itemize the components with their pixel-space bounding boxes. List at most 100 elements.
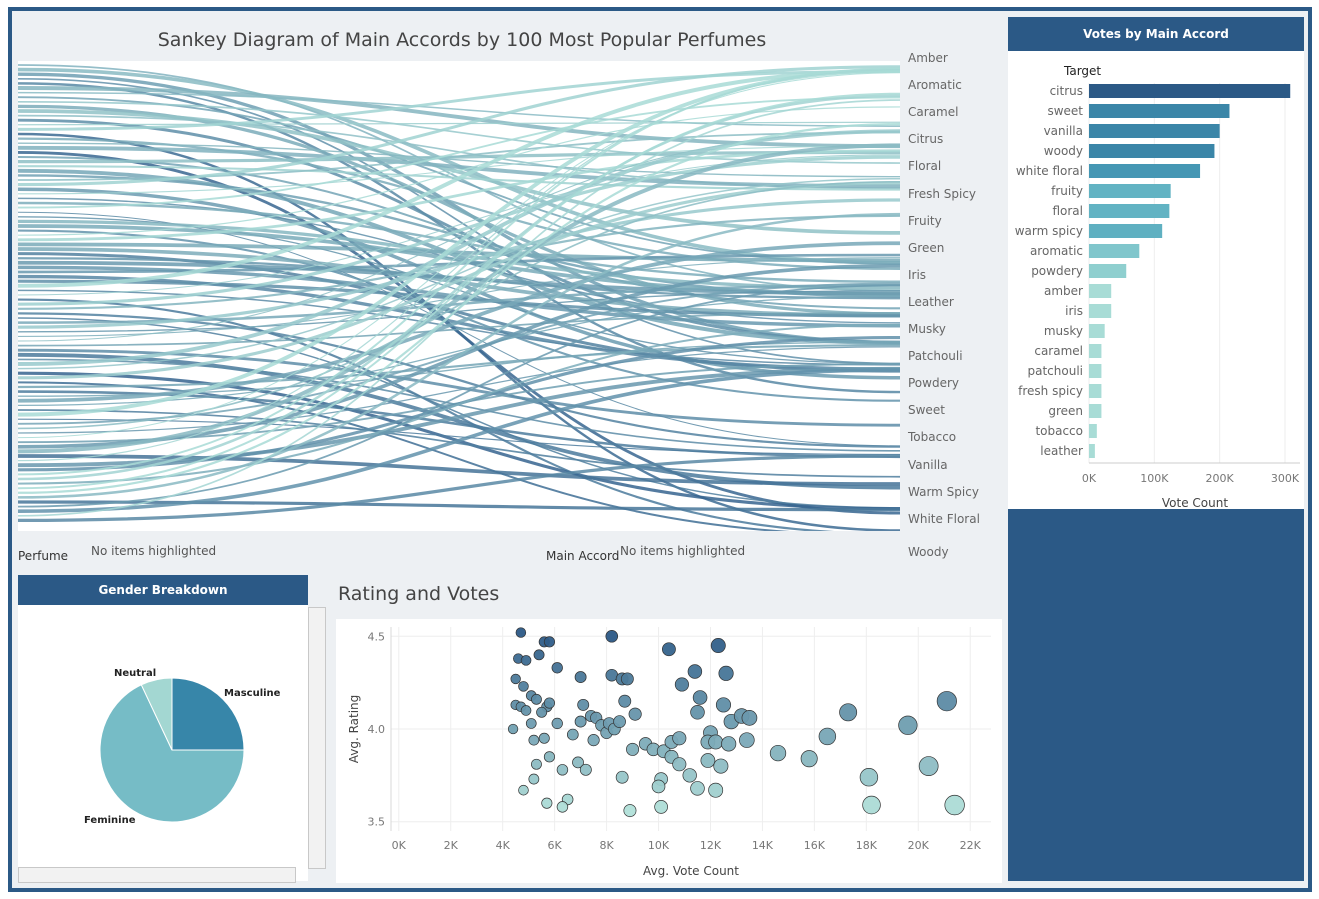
scatter-point [839,703,858,722]
votes-header: Votes by Main Accord [1008,17,1304,51]
votes-tick-label: 300K [1271,472,1300,485]
scatter-y-tick-label: 4.5 [368,630,386,643]
votes-category-label: citrus [1050,84,1083,98]
scatter-x-tick-label: 14K [752,839,774,852]
votes-bar-chart[interactable]: Target citrus sweet vanilla woody white flora… [1008,51,1304,510]
sankey-target-floral[interactable]: Floral [908,159,942,174]
sankey-link [17,241,901,403]
scatter-point [692,690,708,705]
votes-bar [1089,284,1112,298]
gender-panel: Gender Breakdown Neutral Masculine Femin… [18,575,308,881]
pie-slice-neutral [140,677,173,751]
sankey-target-iris[interactable]: Iris [908,267,927,282]
scatter-point [536,706,548,718]
sankey-target-musky[interactable]: Musky [908,322,946,336]
votes-category-label: warm spicy [1015,224,1083,238]
scatter-point [708,734,724,750]
sankey-chart[interactable] [17,61,901,537]
scatter-point [587,734,600,747]
sankey-target-green[interactable]: Green [908,240,945,255]
sankey-link [17,155,901,310]
sankey-link [17,368,901,513]
scatter-point [541,797,553,809]
main-accord-highlight-note: No items highlighted [620,544,746,558]
scatter-point [520,655,532,666]
scatter-panel: 0K 2K 4K 6K 8K 10K 12K 14K 16K 18K 20K 22K 3.5 4.0 4.5… [336,619,1002,883]
pie-label-neutral: Neutral [114,668,157,679]
votes-category-label: amber [1044,284,1083,298]
sankey-link [17,142,901,178]
sankey-target-woody[interactable]: Woody [908,544,949,559]
scatter-point [769,744,787,762]
scatter-point [543,636,556,648]
sankey-link [17,143,901,454]
sankey-link [17,145,901,189]
scatter-x-tick-label: 18K [856,839,878,852]
sankey-target-fresh-spicy[interactable]: Fresh Spicy [908,186,977,201]
scatter-point [682,768,697,783]
scatter-point [566,728,579,741]
sankey-link [17,65,901,187]
sankey-target-warm-spicy[interactable]: Warm Spicy [908,484,979,499]
sankey-link [17,149,901,242]
scatter-x-tick-label: 10K [648,839,670,852]
sankey-target-white-floral[interactable]: White Floral [908,511,980,526]
votes-bar [1089,124,1220,138]
votes-bar [1089,244,1140,258]
scatter-point [518,681,529,692]
scatter-point [623,804,637,818]
votes-tick-label: 100K [1140,472,1169,485]
sankey-target-caramel[interactable]: Caramel [908,105,959,120]
pie-label-masculine: Masculine [224,688,281,699]
scatter-point [690,705,705,720]
scatter-point [525,718,537,729]
scatter-point [556,764,569,776]
sankey-link [17,68,901,417]
gender-vertical-scrollbar[interactable] [308,607,326,869]
scatter-point [944,794,965,816]
votes-panel: Votes by Main Accord Target citrus sweet va… [1008,17,1304,510]
sankey-target-leather[interactable]: Leather [908,294,954,309]
sankey-target-citrus[interactable]: Citrus [908,132,944,147]
scatter-point [710,638,726,654]
votes-bar [1089,204,1170,218]
votes-category-label: green [1048,404,1083,418]
sankey-target-aromatic[interactable]: Aromatic [908,78,962,93]
sankey-link [17,348,901,427]
sankey-link [17,198,901,329]
votes-bar [1089,324,1105,338]
votes-category-label: caramel [1034,344,1083,358]
sankey-target-powdery[interactable]: Powdery [908,376,959,391]
scatter-x-tick-label: 8K [599,839,614,852]
scatter-point [713,758,729,774]
sankey-link [17,282,901,425]
sankey-target-tobacco[interactable]: Tobacco [908,430,957,445]
scatter-point [543,697,556,709]
sankey-target-patchouli[interactable]: Patchouli [908,349,963,364]
sankey-target-fruity[interactable]: Fruity [908,213,942,228]
scatter-point [651,779,666,794]
scatter-y-tick-label: 4.0 [368,723,386,736]
sankey-target-amber[interactable]: Amber [908,51,948,65]
scatter-point [654,800,668,814]
sankey-target-sweet[interactable]: Sweet [908,403,945,418]
sankey-link [17,212,901,499]
votes-bar [1089,404,1102,418]
gender-pie-chart[interactable] [18,605,308,881]
votes-bar [1089,304,1112,318]
sankey-link [17,181,901,380]
sankey-link [17,180,901,430]
scatter-point [538,732,550,744]
votes-category-label: tobacco [1035,424,1083,438]
sankey-link [17,150,901,515]
scatter-x-label: Avg. Vote Count [643,864,739,878]
gender-horizontal-scrollbar[interactable] [18,867,296,883]
sankey-target-vanilla[interactable]: Vanilla [908,457,948,472]
scatter-point [605,630,619,643]
scatter-point [690,781,705,796]
sankey-link [17,323,901,485]
scatter-chart[interactable]: 0K 2K 4K 6K 8K 10K 12K 14K 16K 18K 20K 22K 3.5 4.0 4.5… [336,619,1002,883]
votes-tick-label: 200K [1206,472,1235,485]
sankey-svg[interactable] [17,61,901,537]
perfume-axis-label: Perfume [18,549,69,563]
